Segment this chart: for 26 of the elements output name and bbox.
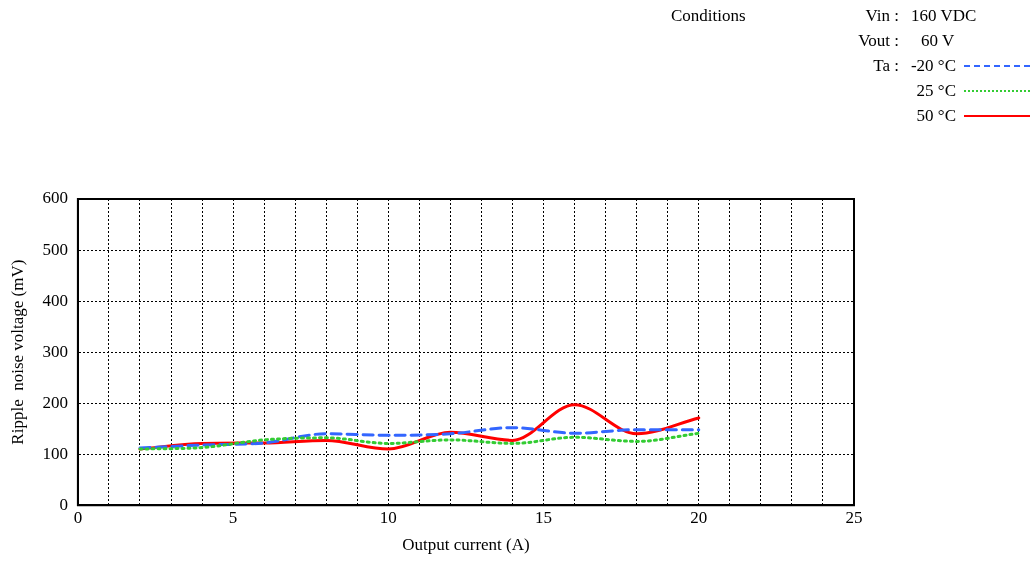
y-tick-label: 0 (59, 494, 68, 514)
y-tick-label: 100 (42, 443, 68, 463)
y-tick-label: 300 (42, 341, 68, 361)
x-tick-label: 5 (228, 507, 238, 527)
y-tick-label: 500 (42, 239, 68, 259)
text: Vin : (864, 6, 900, 26)
text: 160 VDC (910, 6, 978, 26)
x-tick-label: 25 (845, 507, 863, 527)
x-tick-label: 0 (73, 507, 83, 527)
y-axis-title: Ripple noise voltage (mV) (7, 259, 27, 445)
legend-label: 50 °C (915, 106, 956, 126)
text: Vout : (857, 31, 900, 51)
line-series (138, 426, 701, 450)
y-tick-label: 600 (42, 188, 68, 208)
text: Conditions (670, 6, 747, 26)
y-tick-label: 400 (42, 290, 68, 310)
text: Ta : (872, 56, 900, 76)
x-tick-label: 20 (690, 507, 708, 527)
x-tick-label: 15 (535, 507, 553, 527)
text: 60 V (919, 31, 956, 51)
legend-label: -20 °C (910, 56, 956, 76)
legend-label: 25 °C (915, 81, 956, 101)
x-axis-title: Output current (A) (402, 535, 530, 555)
y-tick-label: 200 (42, 392, 68, 412)
x-tick-label: 10 (379, 507, 397, 527)
line-series (138, 431, 701, 451)
